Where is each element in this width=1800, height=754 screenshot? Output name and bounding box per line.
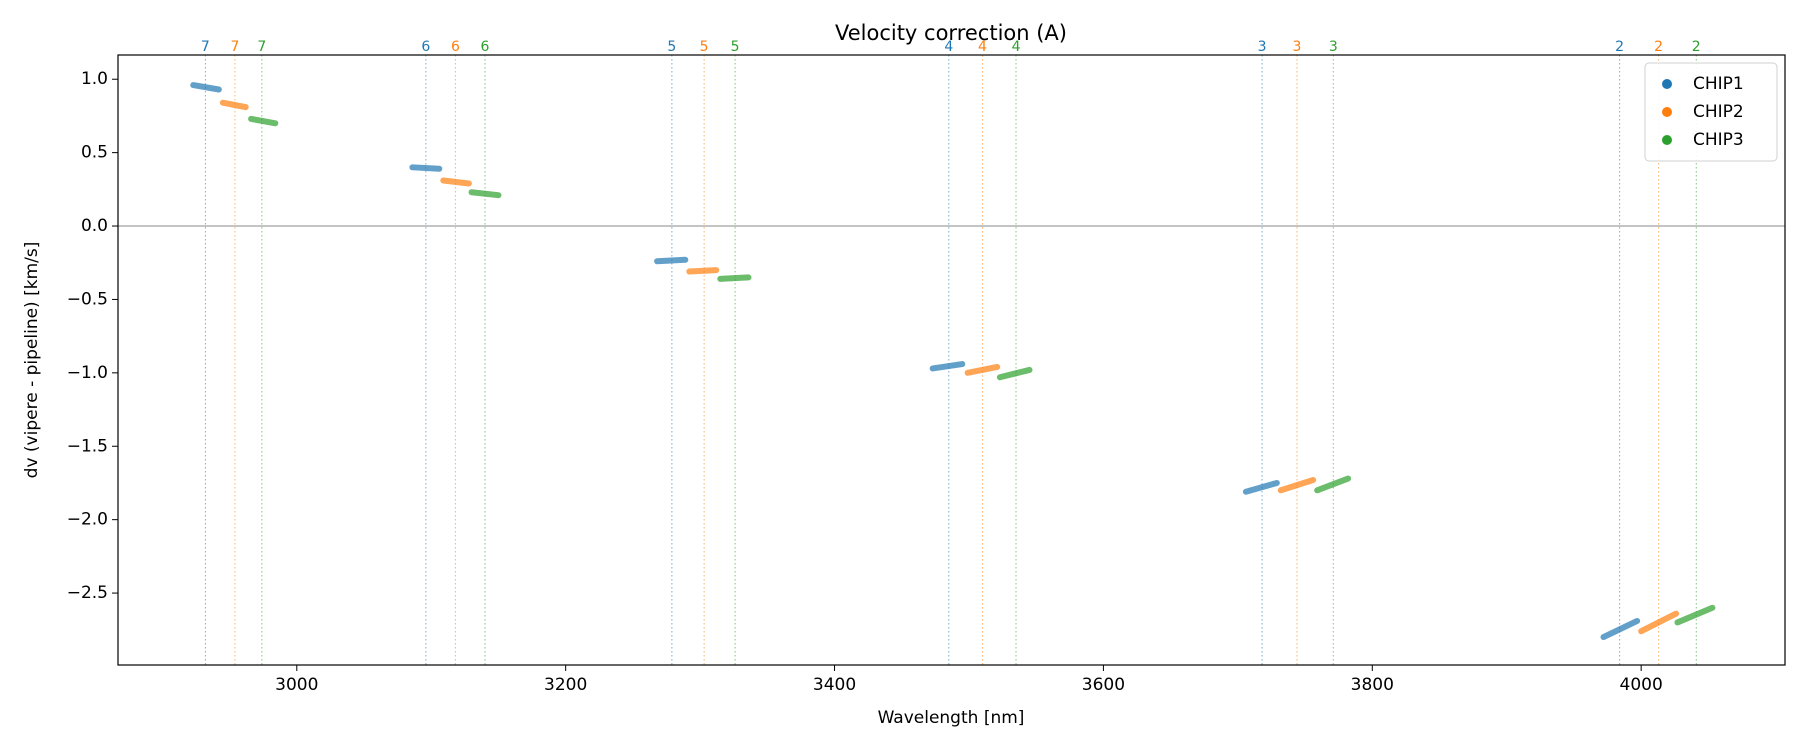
chart-title: Velocity correction (A) (835, 21, 1067, 45)
order-label: 5 (731, 39, 740, 55)
order-label: 4 (1012, 39, 1021, 55)
y-axis-label: dv (vipere - pipeline) [km/s] (22, 242, 42, 479)
legend-marker (1662, 135, 1672, 145)
x-axis-label: Wavelength [nm] (878, 708, 1025, 728)
x-tick-label: 4000 (1620, 675, 1663, 695)
order-label: 7 (201, 39, 210, 55)
order-label: 6 (421, 39, 430, 55)
x-tick-label: 3200 (544, 675, 587, 695)
plot-frame (117, 54, 1786, 666)
order-label: 7 (257, 39, 266, 55)
legend: CHIP1 CHIP2 CHIP3 (1644, 62, 1778, 162)
order-label: 3 (1329, 39, 1338, 55)
order-label: 4 (978, 39, 987, 55)
y-tick-label: −0.5 (67, 289, 108, 309)
order-label: 2 (1615, 39, 1624, 55)
legend-marker (1662, 107, 1672, 117)
order-label: 5 (700, 39, 709, 55)
order-label: 6 (451, 39, 460, 55)
data-line (219, 99, 1680, 635)
order-label: 5 (667, 39, 676, 55)
legend-label: CHIP1 (1693, 74, 1744, 94)
data-line (248, 115, 1716, 626)
legend-marker (1662, 79, 1672, 89)
legend-label: CHIP2 (1693, 102, 1744, 122)
x-tick-label: 3000 (275, 675, 318, 695)
x-tick-label: 3600 (1082, 675, 1125, 695)
order-label: 3 (1258, 39, 1267, 55)
legend-box (1644, 62, 1778, 162)
order-label: 2 (1654, 39, 1663, 55)
order-label: 7 (230, 39, 239, 55)
y-tick-label: 0.5 (81, 143, 108, 163)
order-label: 2 (1692, 39, 1701, 55)
order-label: 3 (1293, 39, 1302, 55)
x-tick-label: 3800 (1351, 675, 1394, 695)
y-tick-label: −1.0 (67, 363, 108, 383)
order-label: 4 (944, 39, 953, 55)
data-line (190, 82, 1641, 641)
y-tick-label: −1.5 (67, 436, 108, 456)
y-tick-label: −2.5 (67, 583, 108, 603)
y-tick-label: −2.0 (67, 510, 108, 530)
order-label: 6 (481, 39, 490, 55)
y-tick-label: 0.0 (81, 216, 108, 236)
x-tick-label: 3400 (813, 675, 856, 695)
y-tick-label: 1.0 (81, 69, 108, 89)
legend-label: CHIP3 (1693, 130, 1744, 150)
